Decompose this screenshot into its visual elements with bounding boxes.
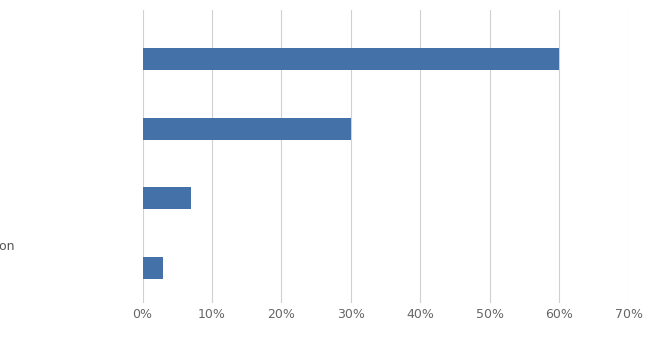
Bar xyxy=(143,187,191,209)
Text: Floating sensation: Floating sensation xyxy=(0,239,14,252)
Bar xyxy=(143,48,559,70)
Bar xyxy=(143,257,163,279)
Bar xyxy=(143,118,351,140)
